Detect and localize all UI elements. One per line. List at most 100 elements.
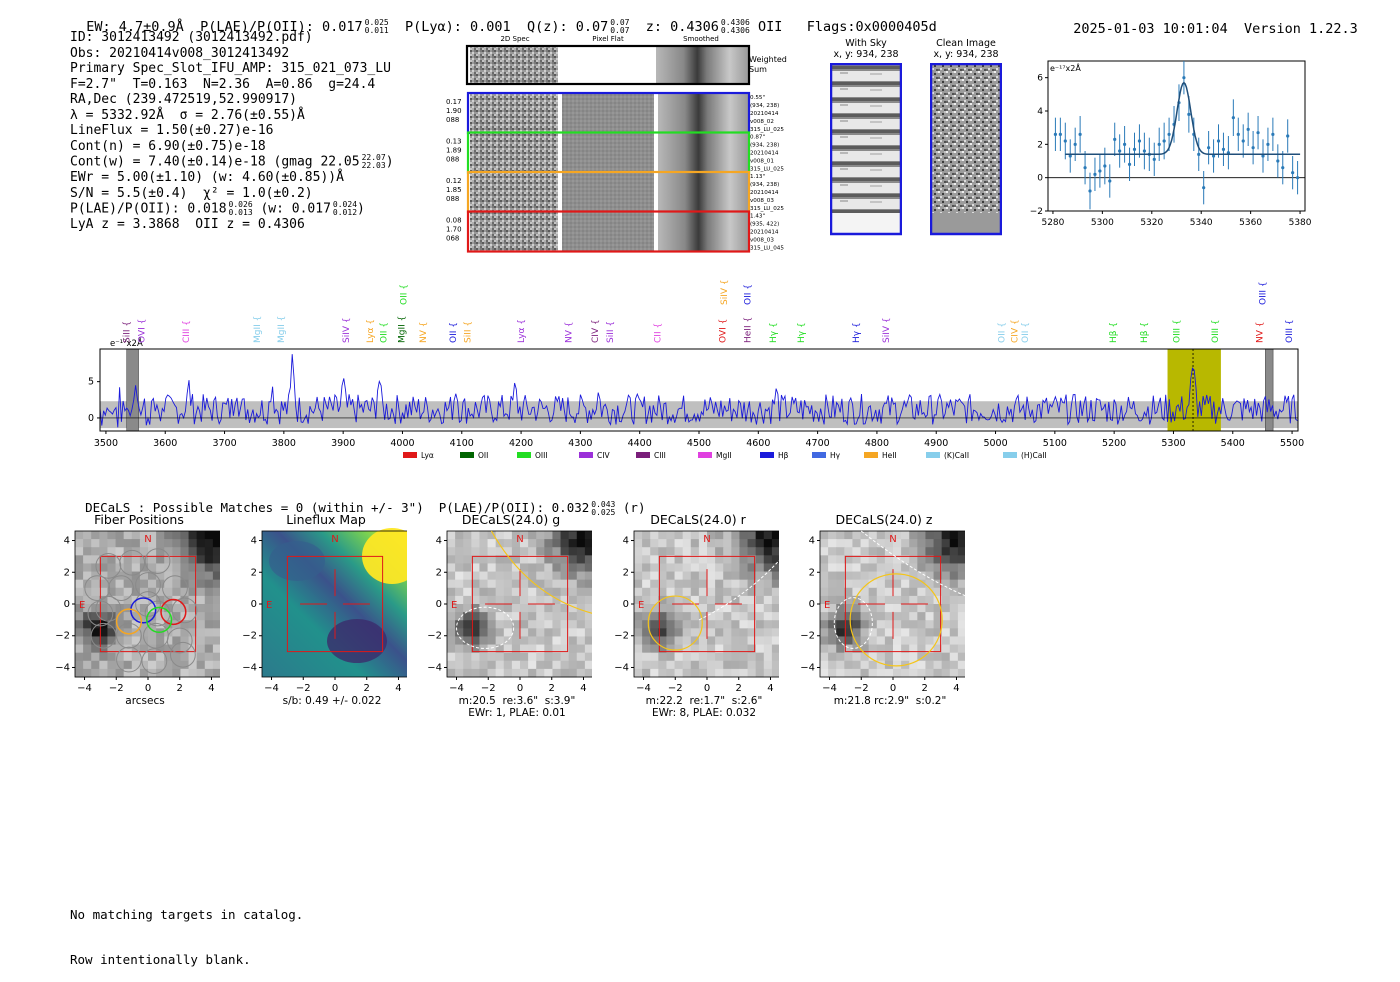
decals-pixel bbox=[666, 620, 676, 629]
decals-pixel bbox=[957, 587, 965, 597]
decals-summary-sup: 0.043 bbox=[591, 499, 616, 509]
zoom-xtick-label: 5360 bbox=[1239, 218, 1262, 228]
decals-pixel bbox=[164, 531, 173, 540]
decals-pixel bbox=[196, 660, 206, 670]
decals-pixel bbox=[868, 604, 878, 613]
decals-pixel bbox=[479, 652, 489, 662]
decals-pixel bbox=[771, 668, 779, 678]
decals-pixel bbox=[99, 636, 108, 646]
decals-pixel bbox=[487, 652, 497, 662]
decals-pixel bbox=[820, 668, 829, 678]
decals-pixel bbox=[925, 555, 935, 564]
decals-pixel bbox=[674, 587, 684, 597]
decals-pixel bbox=[487, 620, 497, 629]
full-emission-line-label: OII { bbox=[997, 322, 1007, 343]
decals-pixel bbox=[820, 587, 829, 597]
lineflux-low-region bbox=[269, 541, 325, 581]
decals-pixel bbox=[568, 539, 578, 548]
decals-ytick-label: 2 bbox=[809, 567, 815, 578]
decals-pixel bbox=[917, 531, 926, 540]
decals-pixel bbox=[148, 628, 157, 637]
decals-pixel bbox=[188, 620, 198, 629]
zoom-plot-frame bbox=[1047, 60, 1306, 212]
full-legend-swatch bbox=[1003, 452, 1017, 458]
decals-pixel bbox=[511, 636, 521, 646]
decals-pixel bbox=[471, 668, 480, 678]
decals-pixel bbox=[933, 652, 943, 662]
cutout-gap bbox=[654, 133, 658, 172]
decals-pixel bbox=[568, 555, 578, 564]
decals-pixel bbox=[925, 531, 935, 540]
decals-pixel bbox=[925, 587, 935, 597]
zoom-ytick-label: −2 bbox=[1030, 207, 1043, 217]
decals-ytick-label: −4 bbox=[800, 662, 815, 673]
decals-pixel bbox=[487, 539, 497, 548]
decals-pixel bbox=[650, 547, 659, 556]
decals-pixel bbox=[755, 595, 765, 605]
decals-pixel bbox=[455, 644, 464, 654]
decals-pixel bbox=[503, 539, 513, 548]
decals-pixel bbox=[528, 587, 537, 597]
decals-pixel bbox=[196, 555, 206, 564]
decals-pixel bbox=[204, 555, 214, 564]
decals-pixel bbox=[836, 668, 845, 678]
decals-pixel bbox=[139, 579, 149, 589]
decals-pixel bbox=[763, 652, 773, 662]
decals-pixel bbox=[463, 587, 472, 597]
decals-pixel bbox=[674, 531, 684, 540]
decals-pixel bbox=[674, 604, 684, 613]
decals-pixel bbox=[755, 636, 765, 646]
decals-pixel bbox=[828, 531, 837, 540]
decals-pixel bbox=[876, 636, 886, 646]
fiber-circle bbox=[116, 646, 142, 673]
decals-pixel bbox=[495, 579, 505, 589]
decals-xtick-label: 0 bbox=[704, 683, 710, 694]
decals-pixel bbox=[868, 547, 878, 556]
decals-pixel bbox=[75, 620, 84, 629]
decals-pixel bbox=[584, 571, 592, 581]
decals-pixel bbox=[196, 587, 206, 597]
decals-pixel bbox=[650, 571, 659, 581]
decals-pixel bbox=[650, 579, 659, 589]
decals-pixel bbox=[755, 555, 765, 564]
decals-pixel bbox=[204, 595, 214, 605]
decals-pixel bbox=[917, 628, 926, 637]
decals-pixel bbox=[455, 571, 464, 581]
cutout-left-label: 088 bbox=[446, 195, 459, 203]
decals-pixel bbox=[925, 595, 935, 605]
decals-pixel bbox=[933, 604, 943, 613]
decals-pixel bbox=[723, 595, 732, 605]
decals-pixel bbox=[925, 644, 935, 654]
decals-pixel bbox=[650, 620, 659, 629]
fiber-circle-red bbox=[160, 598, 187, 626]
decals-pixel bbox=[723, 660, 732, 670]
zoom-data-point bbox=[1241, 139, 1245, 143]
decals-pixel bbox=[909, 636, 918, 646]
full-emission-line-label: OIII { bbox=[1285, 319, 1295, 343]
decals-pixel bbox=[107, 636, 117, 646]
cutout-frame-4 bbox=[466, 210, 751, 253]
decals-pixel bbox=[876, 660, 886, 670]
decals-pixel bbox=[852, 604, 862, 613]
decals-pixel bbox=[731, 587, 740, 597]
decals-pixel bbox=[148, 531, 157, 540]
decals-pixel bbox=[868, 595, 878, 605]
decals-pixel bbox=[852, 660, 862, 670]
decals-pixel bbox=[568, 563, 578, 573]
decals-pixel bbox=[836, 555, 845, 564]
cutout-gap bbox=[654, 94, 658, 132]
decals-source-arc bbox=[860, 530, 965, 597]
decals-pixel bbox=[528, 579, 537, 589]
decals-pixel bbox=[957, 668, 965, 678]
full-emission-line-text: SiIV { bbox=[882, 317, 892, 343]
decals-pixel bbox=[528, 547, 537, 556]
decals-pixel bbox=[487, 636, 497, 646]
decals-pixel bbox=[139, 620, 149, 629]
decals-pixel bbox=[941, 604, 951, 613]
decals-ytick-label: 4 bbox=[64, 536, 70, 547]
decals-pixel bbox=[933, 547, 943, 556]
decals-pixel bbox=[212, 595, 220, 605]
decals-pixel bbox=[933, 539, 943, 548]
decals-pixel bbox=[212, 644, 220, 654]
decals-xtick-label: −4 bbox=[77, 683, 92, 694]
